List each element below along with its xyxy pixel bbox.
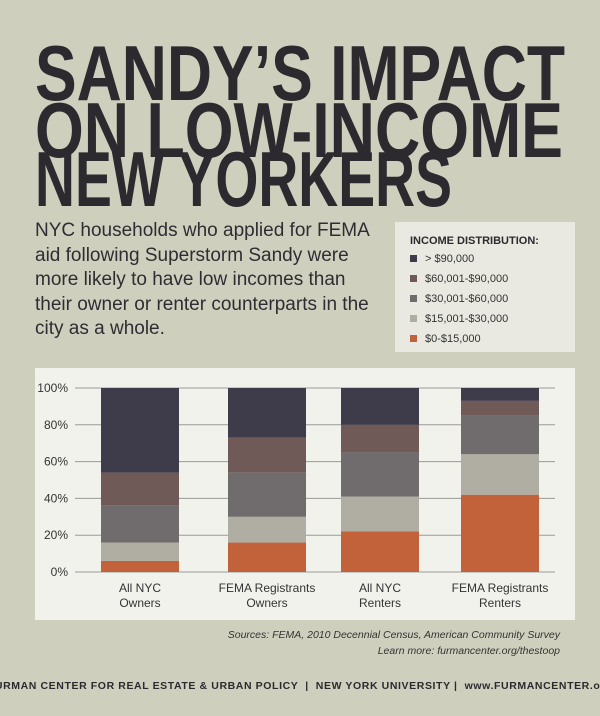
footer: FURMAN CENTER FOR REAL ESTATE & URBAN PO… [0, 680, 600, 692]
subtitle: NYC households who applied for FEMA aid … [35, 220, 369, 339]
x-tick-label: FEMA Registrants Owners [218, 581, 316, 610]
y-tick-label: 80% [44, 418, 68, 432]
bar-segment [101, 505, 179, 543]
legend-title: INCOME DISTRIBUTION: [410, 235, 539, 247]
source-note: Learn more: furmancenter.org/thestoop [378, 645, 560, 657]
legend-swatch [410, 295, 417, 302]
bar-segment [228, 437, 306, 473]
bar-segment [341, 388, 419, 425]
bar-segment [228, 516, 306, 543]
legend-swatch [410, 335, 417, 342]
title-line: SANDY’S IMPACT [35, 29, 565, 117]
y-tick-label: 60% [44, 455, 68, 469]
y-tick-label: 100% [37, 381, 68, 395]
legend-box [395, 222, 575, 352]
y-tick-label: 40% [44, 491, 68, 505]
bar-segment [101, 560, 179, 572]
y-tick-label: 20% [44, 528, 68, 542]
legend-label: $30,001-$60,000 [425, 293, 508, 305]
bar-segment [228, 472, 306, 517]
legend-swatch [410, 255, 417, 262]
bar-segment [341, 452, 419, 497]
bar-segment [101, 542, 179, 561]
bar-segment [228, 388, 306, 438]
legend-swatch [410, 275, 417, 282]
legend-label: $15,001-$30,000 [425, 313, 508, 325]
bar-segment [341, 496, 419, 532]
bar-segment [341, 531, 419, 572]
legend-label: $0-$15,000 [425, 333, 481, 345]
bar-segment [461, 400, 539, 416]
legend-swatch [410, 315, 417, 322]
x-tick-label: All NYC Renters [358, 581, 402, 610]
bar-segment [461, 415, 539, 455]
bar-segment [341, 424, 419, 453]
y-tick-label: 0% [51, 565, 69, 579]
title-line: ON LOW-INCOME [35, 86, 563, 174]
x-tick-label: FEMA Registrants Renters [451, 581, 549, 610]
bar-segment [228, 542, 306, 572]
bar-segment [461, 388, 539, 401]
legend-label: $60,001-$90,000 [425, 273, 508, 285]
source-note: Sources: FEMA, 2010 Decennial Census, Am… [228, 629, 561, 641]
title-line: NEW YORKERS [35, 135, 452, 223]
bar-segment [461, 494, 539, 572]
bar-segment [461, 454, 539, 495]
x-tick-label: All NYC Owners [118, 581, 161, 610]
bar-segment [101, 388, 179, 473]
legend-label: > $90,000 [425, 253, 474, 265]
bar-segment [101, 472, 179, 506]
